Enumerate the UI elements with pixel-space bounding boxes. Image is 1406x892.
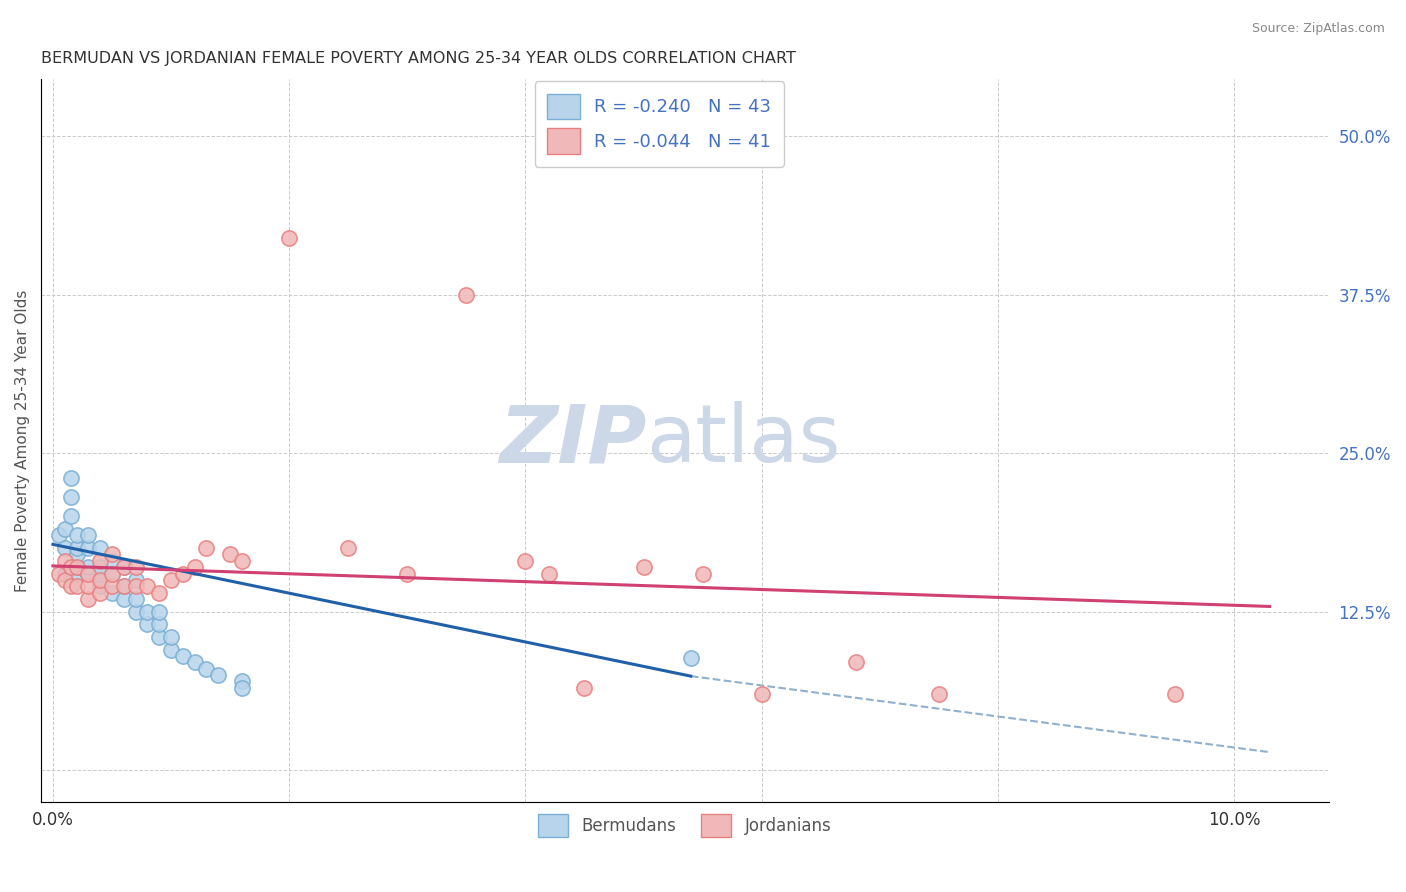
Point	[456, 287, 478, 301]
Point	[148, 605, 170, 619]
Point	[53, 541, 76, 556]
Point	[77, 566, 100, 581]
Point	[89, 560, 111, 574]
Point	[59, 509, 82, 524]
Point	[928, 687, 950, 701]
Point	[160, 642, 183, 657]
Point	[124, 591, 146, 606]
Point	[148, 617, 170, 632]
Point	[112, 579, 135, 593]
Point	[59, 491, 82, 505]
Point	[59, 579, 82, 593]
Point	[89, 573, 111, 587]
Point	[124, 560, 146, 574]
Point	[89, 554, 111, 568]
Point	[172, 566, 194, 581]
Point	[77, 528, 100, 542]
Point	[148, 585, 170, 599]
Point	[195, 541, 218, 556]
Point	[207, 668, 229, 682]
Point	[77, 560, 100, 574]
Text: atlas: atlas	[647, 401, 841, 480]
Point	[53, 522, 76, 536]
Point	[112, 560, 135, 574]
Point	[53, 554, 76, 568]
Text: ZIP: ZIP	[499, 401, 647, 480]
Point	[65, 528, 87, 542]
Point	[53, 573, 76, 587]
Text: BERMUDAN VS JORDANIAN FEMALE POVERTY AMONG 25-34 YEAR OLDS CORRELATION CHART: BERMUDAN VS JORDANIAN FEMALE POVERTY AMO…	[41, 51, 796, 66]
Point	[124, 579, 146, 593]
Point	[231, 681, 253, 695]
Point	[89, 585, 111, 599]
Y-axis label: Female Poverty Among 25-34 Year Olds: Female Poverty Among 25-34 Year Olds	[15, 289, 30, 591]
Point	[195, 661, 218, 675]
Point	[148, 630, 170, 644]
Point	[89, 541, 111, 556]
Point	[278, 231, 301, 245]
Point	[124, 573, 146, 587]
Point	[59, 471, 82, 485]
Point	[160, 630, 183, 644]
Point	[160, 573, 183, 587]
Point	[101, 585, 124, 599]
Point	[183, 655, 205, 669]
Point	[1164, 687, 1187, 701]
Point	[692, 566, 714, 581]
Point	[396, 566, 419, 581]
Point	[89, 579, 111, 593]
Point	[101, 548, 124, 562]
Point	[59, 560, 82, 574]
Point	[65, 541, 87, 556]
Point	[65, 566, 87, 581]
Point	[633, 560, 655, 574]
Point	[124, 605, 146, 619]
Point	[101, 554, 124, 568]
Point	[337, 541, 360, 556]
Point	[77, 591, 100, 606]
Point	[112, 560, 135, 574]
Point	[77, 541, 100, 556]
Point	[845, 655, 868, 669]
Point	[65, 560, 87, 574]
Point	[101, 566, 124, 581]
Point	[48, 566, 70, 581]
Point	[112, 579, 135, 593]
Point	[183, 560, 205, 574]
Point	[101, 566, 124, 581]
Point	[89, 566, 111, 581]
Point	[65, 548, 87, 562]
Point	[679, 651, 702, 665]
Point	[136, 605, 159, 619]
Legend: Bermudans, Jordanians: Bermudans, Jordanians	[531, 807, 838, 844]
Point	[172, 648, 194, 663]
Point	[231, 674, 253, 689]
Point	[101, 579, 124, 593]
Point	[65, 579, 87, 593]
Point	[751, 687, 773, 701]
Point	[53, 566, 76, 581]
Point	[574, 681, 596, 695]
Point	[77, 579, 100, 593]
Point	[77, 566, 100, 581]
Point	[136, 579, 159, 593]
Point	[537, 566, 560, 581]
Point	[65, 560, 87, 574]
Point	[136, 617, 159, 632]
Point	[231, 554, 253, 568]
Text: Source: ZipAtlas.com: Source: ZipAtlas.com	[1251, 22, 1385, 36]
Point	[515, 554, 537, 568]
Point	[112, 591, 135, 606]
Point	[48, 528, 70, 542]
Point	[219, 548, 242, 562]
